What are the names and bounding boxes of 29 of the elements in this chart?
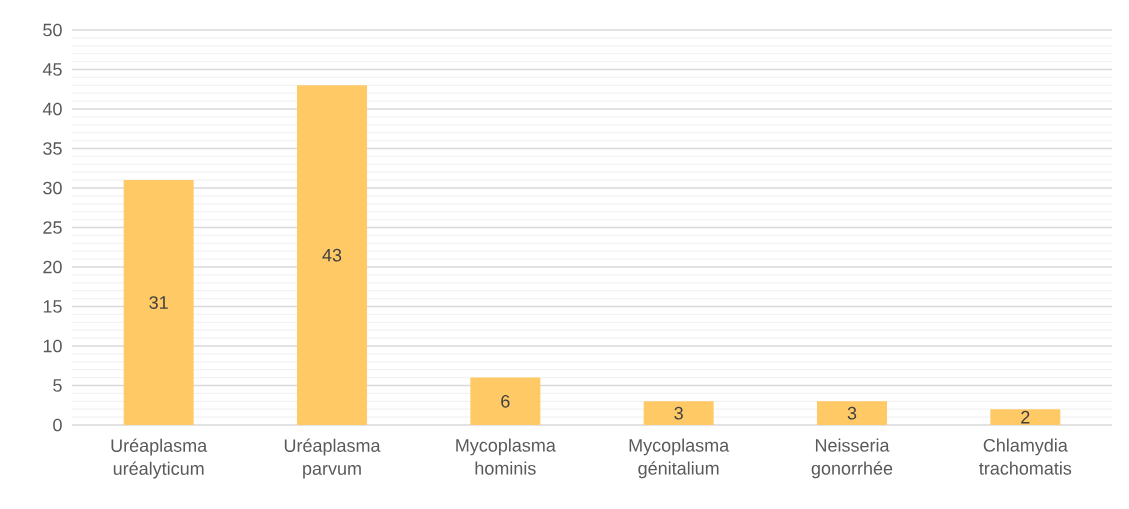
bar [990,409,1061,425]
bar [817,401,887,425]
y-tick-label: 50 [43,23,62,37]
data-label: 43 [322,248,342,262]
x-tick-label: Uréaplasma uréalyticum [111,438,208,479]
y-tick-label: 45 [42,63,62,76]
y-tick-label: 35 [43,142,62,155]
data-label: 3 [674,406,683,420]
y-tick-label: 5 [53,379,62,392]
x-tick-label: Mycoplasma hominis [456,438,556,475]
y-tick-label: 25 [43,221,62,234]
y-tick-label: 15 [43,300,62,313]
bar [297,85,367,425]
y-tick-label: 20 [43,260,62,274]
y-tick-label: 40 [42,102,62,116]
bar [123,180,194,425]
x-tick-label: Neisseria gonorrhée [811,438,893,479]
x-tick-label: Uréaplasma parvum [284,438,381,479]
data-label: 2 [1021,410,1030,424]
y-tick-label: 10 [43,339,62,353]
x-tick-label: Chlamydia trachomatis [979,438,1072,475]
y-tick-label: 0 [53,418,62,432]
data-label: 3 [847,406,857,420]
y-tick-label: 30 [43,181,62,195]
x-tick-label: Mycoplasma génitalium [629,438,730,479]
data-label: 31 [149,296,168,309]
bar [470,377,541,425]
data-label: 6 [501,394,510,408]
bar [643,401,714,425]
